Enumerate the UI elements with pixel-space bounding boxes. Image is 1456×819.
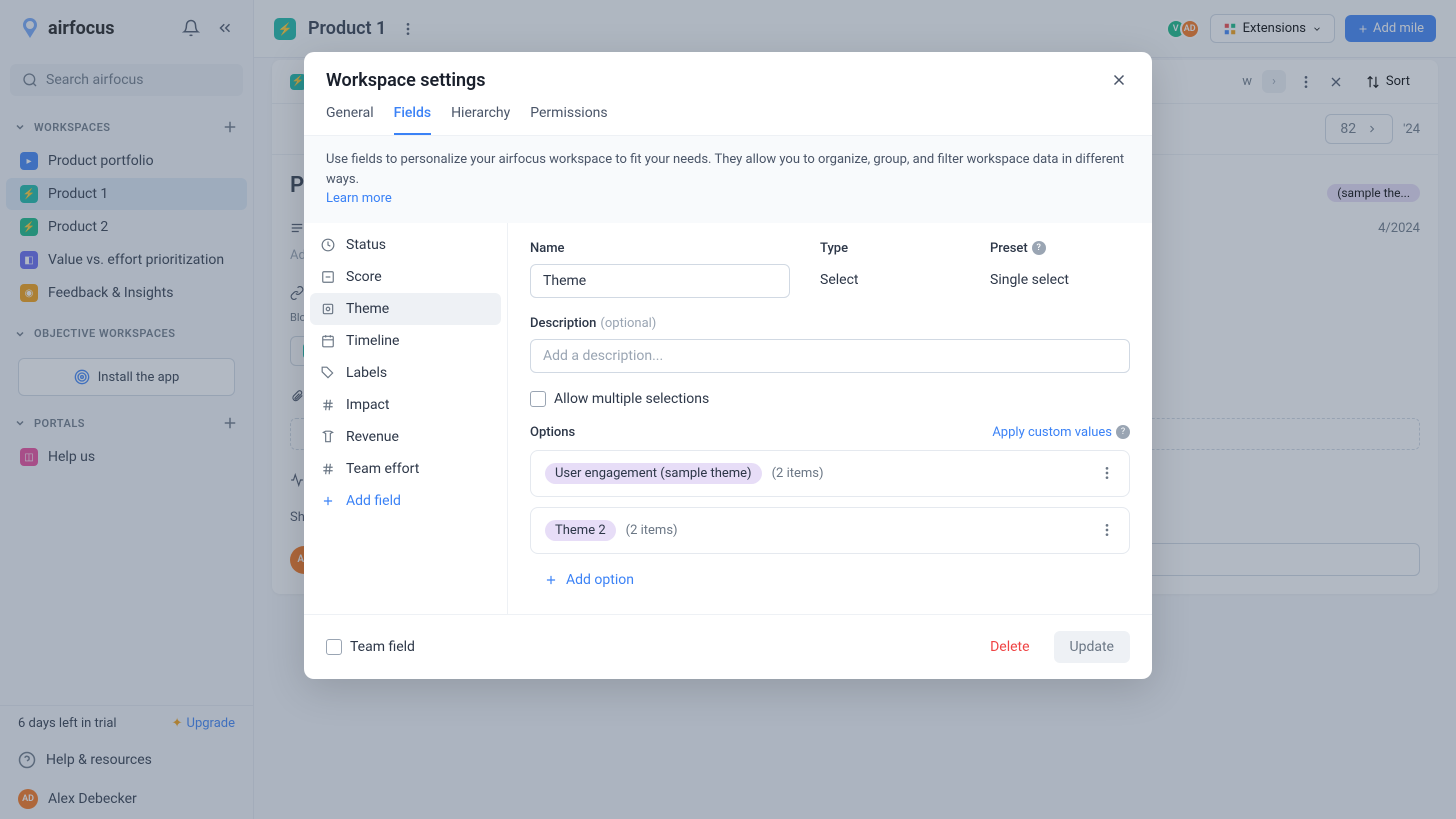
tab-general[interactable]: General bbox=[326, 105, 374, 135]
field-item-timeline[interactable]: Timeline bbox=[310, 325, 501, 357]
field-item-impact[interactable]: Impact bbox=[310, 389, 501, 421]
optional-text: (optional) bbox=[600, 316, 656, 331]
help-icon[interactable]: ? bbox=[1116, 425, 1130, 439]
team-field-checkbox[interactable] bbox=[326, 639, 342, 655]
add-option-label: Add option bbox=[566, 572, 634, 588]
timeline-icon bbox=[320, 333, 336, 349]
modal-tabs: General Fields Hierarchy Permissions bbox=[304, 91, 1152, 136]
modal-footer: Team field Delete Update bbox=[304, 614, 1152, 679]
option-count: (2 items) bbox=[626, 523, 678, 538]
workspace-settings-modal: Workspace settings General Fields Hierar… bbox=[304, 52, 1152, 679]
tag-icon bbox=[320, 365, 336, 381]
type-value: Select bbox=[820, 264, 960, 288]
field-detail: Name Type Select Preset ? Single select … bbox=[508, 223, 1152, 614]
shirt-icon bbox=[320, 429, 336, 445]
field-label: Status bbox=[346, 237, 386, 253]
modal-title: Workspace settings bbox=[326, 70, 486, 91]
field-label: Revenue bbox=[346, 429, 399, 445]
learn-more-link[interactable]: Learn more bbox=[326, 191, 392, 206]
field-item-theme[interactable]: Theme bbox=[310, 293, 501, 325]
field-label: Timeline bbox=[346, 333, 399, 349]
tab-hierarchy[interactable]: Hierarchy bbox=[451, 105, 510, 135]
name-label: Name bbox=[530, 241, 790, 256]
field-list: Status Score Theme Timeline Labels Impac… bbox=[304, 223, 508, 614]
close-modal-icon[interactable] bbox=[1110, 71, 1130, 91]
apply-custom-label: Apply custom values bbox=[992, 425, 1112, 440]
option-chip[interactable]: User engagement (sample theme) bbox=[545, 463, 762, 484]
add-field-button[interactable]: Add field bbox=[310, 485, 501, 517]
preset-label: Preset ? bbox=[990, 241, 1130, 256]
field-label: Impact bbox=[346, 397, 389, 413]
add-field-label: Add field bbox=[346, 493, 401, 509]
field-item-status[interactable]: Status bbox=[310, 229, 501, 261]
option-item: Theme 2 (2 items) bbox=[530, 507, 1130, 554]
field-label: Labels bbox=[346, 365, 387, 381]
team-field-row[interactable]: Team field bbox=[326, 639, 415, 655]
field-item-revenue[interactable]: Revenue bbox=[310, 421, 501, 453]
preset-value: Single select bbox=[990, 264, 1130, 288]
allow-multiple-label: Allow multiple selections bbox=[554, 391, 709, 407]
modal-description: Use fields to personalize your airfocus … bbox=[304, 136, 1152, 223]
option-menu-icon[interactable] bbox=[1099, 465, 1115, 481]
update-button[interactable]: Update bbox=[1054, 631, 1130, 663]
modal-body: Status Score Theme Timeline Labels Impac… bbox=[304, 223, 1152, 614]
plus-icon bbox=[320, 493, 336, 509]
name-input[interactable] bbox=[530, 264, 790, 298]
tab-fields[interactable]: Fields bbox=[394, 105, 431, 135]
option-count: (2 items) bbox=[772, 466, 824, 481]
desc-label: Description (optional) bbox=[530, 316, 1130, 331]
desc-label-text: Description bbox=[530, 316, 596, 331]
modal-header: Workspace settings bbox=[304, 52, 1152, 91]
hash-icon bbox=[320, 461, 336, 477]
options-label: Options bbox=[530, 425, 575, 440]
team-field-label: Team field bbox=[350, 639, 415, 655]
hash-icon bbox=[320, 397, 336, 413]
option-item: User engagement (sample theme) (2 items) bbox=[530, 450, 1130, 497]
field-item-score[interactable]: Score bbox=[310, 261, 501, 293]
tab-permissions[interactable]: Permissions bbox=[530, 105, 607, 135]
description-input[interactable] bbox=[530, 339, 1130, 373]
add-option-button[interactable]: Add option bbox=[530, 564, 1130, 596]
preset-label-text: Preset bbox=[990, 241, 1028, 256]
apply-custom-link[interactable]: Apply custom values ? bbox=[992, 425, 1130, 440]
desc-text: Use fields to personalize your airfocus … bbox=[326, 152, 1124, 187]
field-label: Score bbox=[346, 269, 382, 285]
type-label: Type bbox=[820, 241, 960, 256]
theme-icon bbox=[320, 301, 336, 317]
score-icon bbox=[320, 269, 336, 285]
field-item-team-effort[interactable]: Team effort bbox=[310, 453, 501, 485]
field-item-labels[interactable]: Labels bbox=[310, 357, 501, 389]
status-icon bbox=[320, 237, 336, 253]
allow-multiple-row[interactable]: Allow multiple selections bbox=[530, 391, 1130, 407]
field-label: Team effort bbox=[346, 461, 419, 477]
delete-button[interactable]: Delete bbox=[976, 631, 1043, 663]
allow-multiple-checkbox[interactable] bbox=[530, 391, 546, 407]
field-label: Theme bbox=[346, 301, 389, 317]
option-chip[interactable]: Theme 2 bbox=[545, 520, 616, 541]
help-icon[interactable]: ? bbox=[1032, 241, 1046, 255]
plus-icon bbox=[544, 573, 558, 587]
options-header: Options Apply custom values ? bbox=[530, 425, 1130, 440]
option-menu-icon[interactable] bbox=[1099, 522, 1115, 538]
